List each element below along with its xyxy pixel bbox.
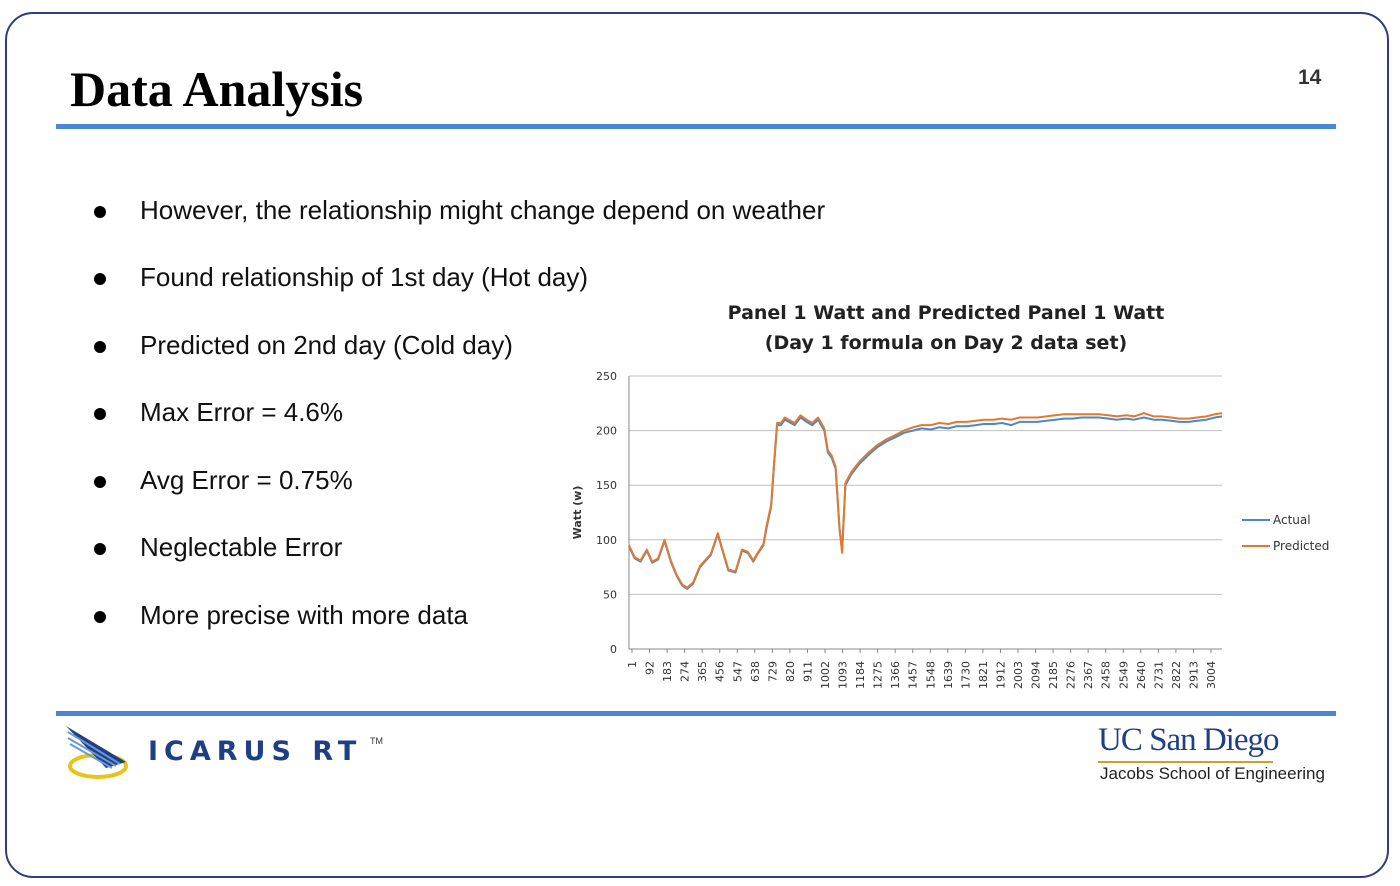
x-tick-label: 638	[749, 661, 762, 682]
x-tick-label: 2822	[1170, 661, 1183, 689]
bullet-dot-icon	[94, 206, 106, 218]
footer-divider	[56, 711, 1336, 716]
slide-frame	[5, 12, 1389, 878]
series-line-actual	[628, 415, 1223, 590]
x-tick-label: 456	[714, 661, 727, 682]
bullet-dot-icon	[94, 611, 106, 623]
page-number: 14	[1298, 66, 1322, 89]
x-tick-label: 2731	[1152, 661, 1165, 689]
x-tick-label: 1184	[854, 661, 867, 689]
x-tick-label: 92	[644, 661, 657, 675]
x-tick-label: 3004	[1205, 661, 1218, 689]
x-tick-label: 2549	[1117, 661, 1130, 689]
icarus-logo: ICARUS RT TM	[62, 722, 392, 792]
ucsd-school-name: Jacobs School of Engineering	[1100, 764, 1325, 783]
x-tick-label: 1639	[942, 661, 955, 689]
ucsd-wordmark: UC San Diego	[1098, 722, 1279, 758]
ucsd-underline	[1098, 761, 1273, 763]
x-tick-label: 1457	[907, 661, 920, 689]
x-tick-label: 911	[801, 661, 814, 682]
x-tick-label: 1093	[837, 661, 850, 689]
x-tick-label: 2276	[1065, 661, 1078, 689]
title-divider	[56, 124, 1336, 129]
bullet-dot-icon	[94, 341, 106, 353]
x-tick-label: 2185	[1047, 661, 1060, 689]
y-axis-label: Watt (w)	[571, 486, 584, 540]
y-tick-label: 100	[596, 534, 617, 547]
line-chart: Panel 1 Watt and Predicted Panel 1 Watt (…	[571, 302, 1329, 689]
y-tick-label: 150	[596, 479, 617, 492]
wing-icon	[66, 726, 128, 779]
y-tick-label: 0	[610, 643, 617, 656]
x-tick-label: 1	[626, 661, 639, 668]
chart-subtitle: (Day 1 formula on Day 2 data set)	[765, 332, 1127, 354]
x-tick-label: 1002	[819, 661, 832, 689]
y-tick-label: 200	[596, 425, 617, 438]
series-line-predicted	[628, 412, 1223, 589]
x-tick-label: 1821	[977, 661, 990, 689]
x-tick-label: 365	[696, 661, 709, 682]
chart-title: Panel 1 Watt and Predicted Panel 1 Watt	[728, 302, 1165, 324]
x-tick-label: 1730	[959, 661, 972, 689]
legend-label: Actual	[1273, 513, 1311, 527]
x-tick-label: 729	[766, 661, 779, 682]
bullet-dot-icon	[94, 273, 106, 285]
trademark-mark: TM	[370, 736, 383, 746]
bullet-dot-icon	[94, 543, 106, 555]
x-tick-label: 547	[731, 661, 744, 682]
bullet-dot-icon	[94, 476, 106, 488]
y-tick-label: 50	[603, 588, 617, 601]
x-tick-label: 183	[661, 661, 674, 682]
x-tick-label: 2003	[1012, 661, 1025, 689]
bullet-dot-icon	[94, 408, 106, 420]
y-tick-label: 250	[596, 370, 617, 383]
x-tick-label: 2458	[1100, 661, 1113, 689]
icarus-wordmark: ICARUS RT	[148, 736, 363, 767]
slide-title: Data Analysis	[70, 61, 364, 117]
x-tick-label: 1912	[994, 661, 1007, 689]
x-tick-label: 2094	[1030, 661, 1043, 689]
x-tick-label: 1548	[924, 661, 937, 689]
x-tick-label: 2640	[1135, 661, 1148, 689]
x-tick-label: 1275	[872, 661, 885, 689]
x-tick-label: 274	[679, 661, 692, 682]
x-tick-label: 1366	[889, 661, 902, 689]
x-tick-label: 820	[784, 661, 797, 682]
x-tick-label: 2913	[1187, 661, 1200, 689]
legend-label: Predicted	[1273, 539, 1329, 553]
ucsd-logo: UC San Diego Jacobs School of Engineerin…	[1096, 722, 1336, 792]
x-tick-label: 2367	[1082, 661, 1095, 689]
